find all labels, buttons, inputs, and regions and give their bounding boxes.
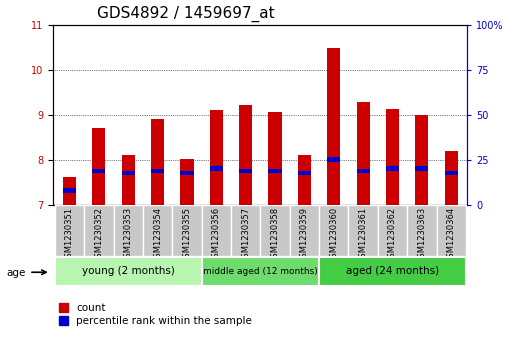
- Bar: [92, 169, 106, 173]
- Bar: [327, 157, 340, 162]
- FancyBboxPatch shape: [290, 205, 319, 256]
- FancyBboxPatch shape: [202, 205, 231, 256]
- FancyBboxPatch shape: [348, 205, 378, 256]
- FancyBboxPatch shape: [378, 205, 407, 256]
- Bar: [444, 171, 458, 175]
- FancyBboxPatch shape: [319, 257, 466, 286]
- Bar: [268, 169, 281, 173]
- Bar: [327, 48, 340, 205]
- Bar: [151, 169, 164, 173]
- FancyBboxPatch shape: [436, 205, 466, 256]
- Bar: [415, 166, 428, 171]
- FancyBboxPatch shape: [319, 205, 348, 256]
- Bar: [121, 155, 135, 205]
- Text: GSM1230356: GSM1230356: [212, 207, 221, 263]
- Text: GSM1230353: GSM1230353: [124, 207, 133, 263]
- Bar: [239, 169, 252, 173]
- Bar: [63, 188, 76, 193]
- Text: GSM1230363: GSM1230363: [418, 207, 426, 263]
- Legend: count, percentile rank within the sample: count, percentile rank within the sample: [58, 303, 252, 326]
- Text: GSM1230354: GSM1230354: [153, 207, 162, 262]
- Bar: [151, 119, 164, 205]
- Bar: [180, 159, 194, 205]
- Text: young (2 months): young (2 months): [82, 266, 175, 276]
- Text: age: age: [6, 268, 25, 278]
- FancyBboxPatch shape: [407, 205, 436, 256]
- Text: GSM1230355: GSM1230355: [182, 207, 192, 262]
- Bar: [444, 151, 458, 205]
- FancyBboxPatch shape: [113, 205, 143, 256]
- Text: GSM1230359: GSM1230359: [300, 207, 309, 262]
- Bar: [386, 166, 399, 171]
- Bar: [298, 155, 311, 205]
- FancyBboxPatch shape: [55, 257, 202, 286]
- FancyBboxPatch shape: [202, 257, 319, 286]
- Text: GSM1230352: GSM1230352: [94, 207, 103, 262]
- Bar: [92, 128, 106, 205]
- Text: GSM1230358: GSM1230358: [271, 207, 279, 263]
- FancyBboxPatch shape: [143, 205, 172, 256]
- Bar: [415, 115, 428, 205]
- FancyBboxPatch shape: [172, 205, 202, 256]
- FancyBboxPatch shape: [84, 205, 113, 256]
- Bar: [210, 166, 223, 171]
- Text: GSM1230364: GSM1230364: [447, 207, 456, 263]
- Text: middle aged (12 months): middle aged (12 months): [203, 267, 318, 276]
- Bar: [210, 110, 223, 205]
- Bar: [298, 171, 311, 175]
- Bar: [357, 169, 370, 173]
- FancyBboxPatch shape: [55, 205, 84, 256]
- FancyBboxPatch shape: [231, 205, 260, 256]
- Bar: [63, 177, 76, 205]
- Text: GSM1230357: GSM1230357: [241, 207, 250, 263]
- Bar: [357, 102, 370, 205]
- Bar: [386, 109, 399, 205]
- Bar: [180, 171, 194, 175]
- Text: GDS4892 / 1459697_at: GDS4892 / 1459697_at: [97, 5, 274, 22]
- FancyBboxPatch shape: [260, 205, 290, 256]
- Text: GSM1230351: GSM1230351: [65, 207, 74, 262]
- Text: GSM1230360: GSM1230360: [329, 207, 338, 263]
- Text: aged (24 months): aged (24 months): [346, 266, 439, 276]
- Bar: [239, 105, 252, 205]
- Bar: [121, 171, 135, 175]
- Text: GSM1230362: GSM1230362: [388, 207, 397, 263]
- Text: GSM1230361: GSM1230361: [359, 207, 368, 263]
- Bar: [268, 112, 281, 205]
